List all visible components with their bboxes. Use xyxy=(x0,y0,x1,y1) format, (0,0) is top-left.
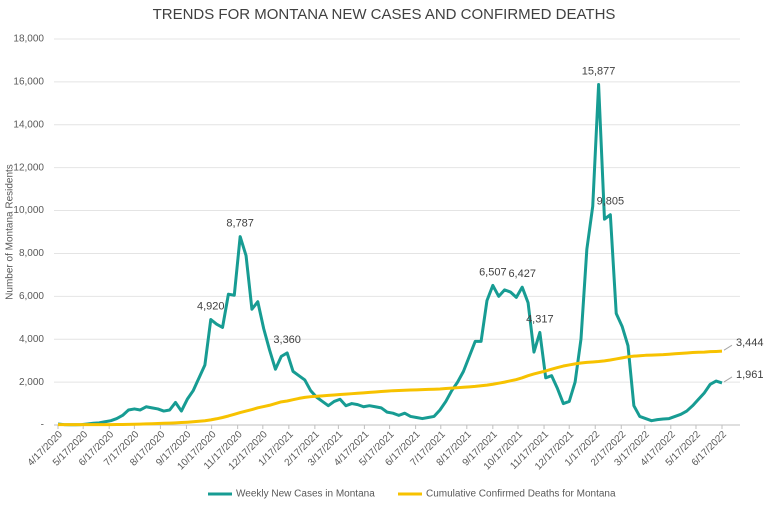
data-label: 15,877 xyxy=(582,65,616,77)
legend-label: Cumulative Confirmed Deaths for Montana xyxy=(426,489,616,500)
y-tick-label: 12,000 xyxy=(13,162,44,173)
data-label: 3,444 xyxy=(736,337,764,349)
data-label: 1,961 xyxy=(736,369,764,381)
leader-line xyxy=(723,344,733,351)
y-tick-label: 16,000 xyxy=(13,77,44,88)
data-label: 6,427 xyxy=(508,268,536,280)
series-line xyxy=(58,349,723,427)
leader-line xyxy=(723,376,733,383)
y-axis-title: Number of Montana Residents xyxy=(5,164,16,300)
data-label: 9,805 xyxy=(597,196,625,208)
y-tick-label: 8,000 xyxy=(19,248,44,259)
data-label: 8,787 xyxy=(226,217,254,229)
y-tick-label: 6,000 xyxy=(19,291,44,302)
series-line xyxy=(57,83,723,427)
y-tick-label: 14,000 xyxy=(13,119,44,130)
legend-label: Weekly New Cases in Montana xyxy=(236,489,375,500)
data-label: 3,360 xyxy=(273,334,301,346)
y-tick-label: 18,000 xyxy=(13,34,44,45)
y-tick-label: 2,000 xyxy=(19,377,44,388)
data-label: 4,920 xyxy=(197,300,225,312)
data-label: 6,507 xyxy=(479,266,507,278)
y-tick-label: 10,000 xyxy=(13,205,44,216)
y-tick-label: 4,000 xyxy=(19,334,44,345)
y-tick-label: - xyxy=(41,420,44,431)
data-label: 4,317 xyxy=(526,313,554,325)
chart-title: TRENDS FOR MONTANA NEW CASES AND CONFIRM… xyxy=(153,6,616,23)
